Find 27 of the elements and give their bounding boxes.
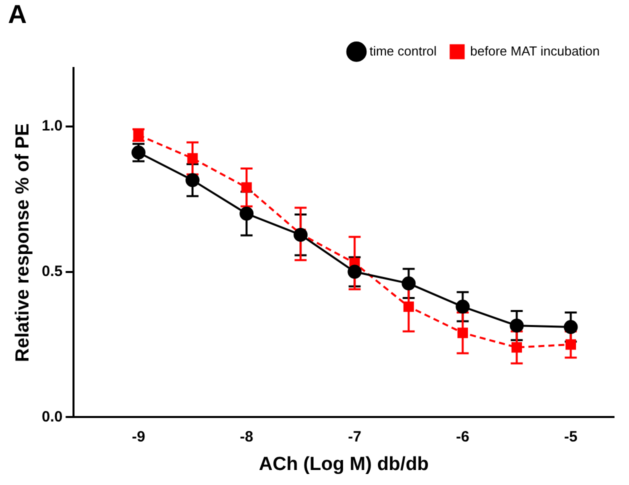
x-tick-label: -5 (564, 428, 578, 446)
point (240, 206, 254, 221)
point (187, 153, 198, 164)
point (186, 173, 200, 188)
x-axis-title: ACh (Log M) db/db (258, 454, 429, 475)
legend-label: before MAT incubation (470, 43, 600, 58)
point (456, 300, 470, 314)
y-axis-title: Relative response % of PE (12, 123, 34, 362)
point (566, 339, 576, 350)
point (457, 328, 468, 338)
legend-label: time control (369, 43, 437, 58)
point (294, 228, 308, 242)
x-tick-label: -6 (456, 428, 470, 446)
point (564, 320, 578, 334)
point (348, 264, 362, 279)
chart-title: A (8, 0, 27, 29)
point (511, 342, 522, 353)
point (403, 301, 414, 312)
y-tick-label: 0.5 (42, 262, 63, 280)
x-tick-label: -7 (348, 428, 362, 446)
point (241, 182, 252, 193)
x-tick-label: -9 (132, 428, 146, 446)
x-tick-label: -8 (240, 428, 254, 446)
y-tick-label: 1.0 (42, 118, 63, 135)
point (402, 276, 416, 290)
y-tick-label: 0.0 (42, 408, 63, 426)
point (510, 318, 524, 333)
